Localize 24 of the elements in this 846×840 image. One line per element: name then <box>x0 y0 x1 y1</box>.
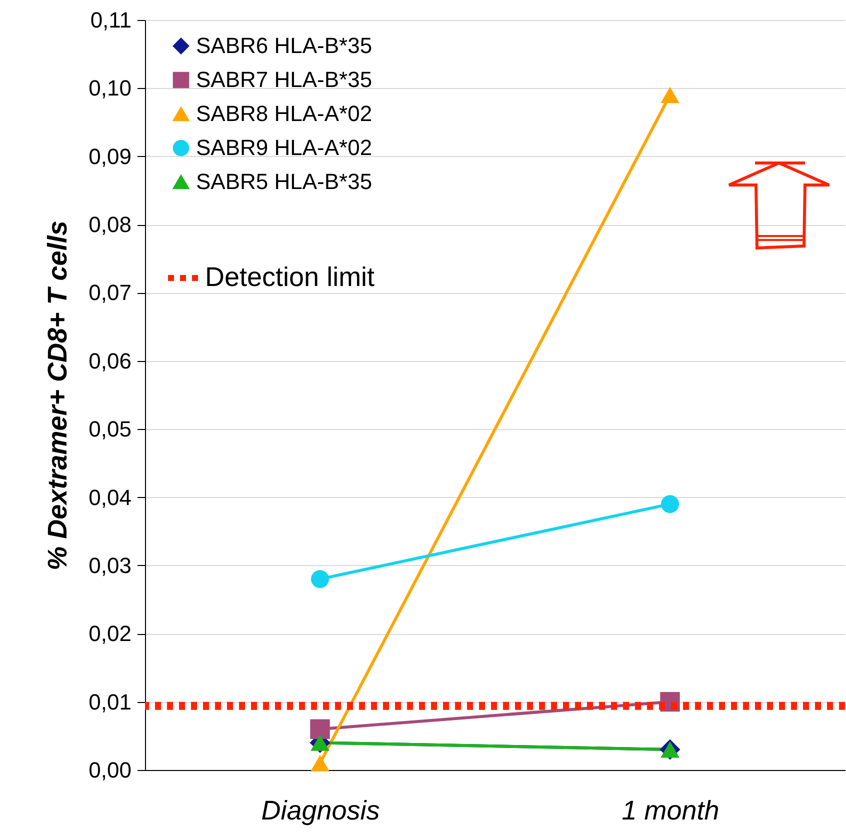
y-tick-label: 0,10 <box>88 76 132 101</box>
x-tick-label: Diagnosis <box>261 796 380 826</box>
y-tick-label: 0,02 <box>88 621 132 646</box>
y-tick-label: 0,08 <box>88 212 132 238</box>
legend-label: SABR7 HLA-B*35 <box>196 67 372 92</box>
legend-label: SABR6 HLA-B*35 <box>196 33 372 58</box>
y-tick-label: 0,03 <box>88 552 132 578</box>
y-tick-label: 0,07 <box>88 280 132 306</box>
y-tick-label: 0,00 <box>88 758 132 782</box>
legend-label: SABR8 HLA-A*02 <box>196 101 372 126</box>
y-tick-label: 0,01 <box>88 689 132 714</box>
y-axis-title: % Dextramer+ CD8+ T cells <box>42 220 73 570</box>
y-tick-label: 0,05 <box>88 416 132 442</box>
y-tick-label: 0,09 <box>88 144 132 169</box>
y-tick-label: 0,11 <box>90 8 132 32</box>
y-tick-label: 0,04 <box>88 484 132 510</box>
legend-label: SABR5 HLA-B*35 <box>196 169 372 194</box>
y-tick-label: 0,06 <box>88 348 132 374</box>
x-tick-label: 1 month <box>622 796 720 826</box>
point <box>310 719 330 739</box>
point <box>311 570 329 588</box>
legend-label: SABR9 HLA-A*02 <box>196 135 372 160</box>
point <box>661 495 679 514</box>
legend-label: Detection limit <box>205 262 376 292</box>
